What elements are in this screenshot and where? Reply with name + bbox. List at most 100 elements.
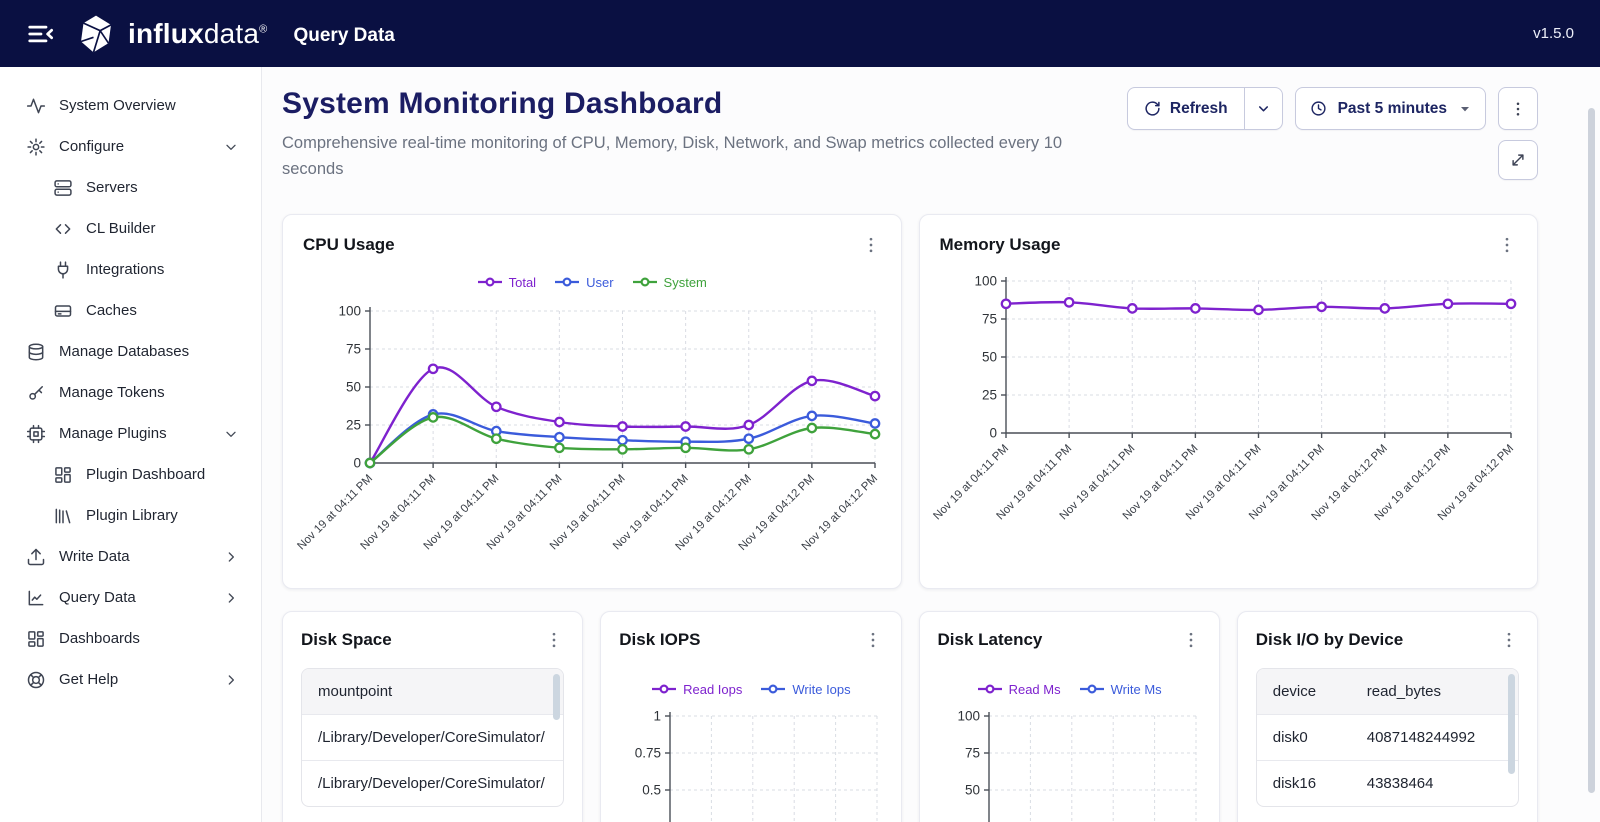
svg-text:25: 25 (982, 388, 997, 403)
sidebar-item-label: Servers (86, 179, 138, 196)
refresh-options-button[interactable] (1243, 88, 1282, 129)
table-cell: disk16 (1256, 760, 1353, 807)
svg-text:0.5: 0.5 (643, 783, 662, 798)
table-scrollbar[interactable] (1508, 674, 1515, 775)
sidebar-collapse-icon[interactable] (26, 19, 56, 49)
kebab-icon (552, 632, 556, 648)
sidebar-item-label: Plugin Library (86, 507, 178, 524)
card-menu-button[interactable] (861, 235, 881, 255)
sidebar-item-integrations[interactable]: Integrations (0, 249, 261, 290)
legend-item-total[interactable]: Total (477, 275, 536, 290)
table-scrollbar[interactable] (553, 674, 561, 721)
table-row: disk0 4087148244992 (1256, 714, 1518, 761)
grid-icon (53, 465, 73, 485)
svg-text:0.75: 0.75 (635, 746, 661, 761)
brand: influxdata® (76, 14, 267, 54)
sidebar-item-label: Configure (59, 138, 125, 155)
svg-text:1: 1 (654, 709, 662, 724)
sidebar-item-caches[interactable]: Caches (0, 290, 261, 331)
refresh-button[interactable]: Refresh (1126, 87, 1283, 130)
main-content: System Monitoring Dashboard Comprehensiv… (262, 67, 1600, 822)
chart-legend: Read Ms Write Ms (977, 678, 1162, 700)
sidebar-item-label: Dashboards (59, 630, 140, 647)
sidebar-item-plugin-library[interactable]: Plugin Library (0, 495, 261, 536)
upload-icon (26, 547, 46, 567)
refresh-icon (1144, 100, 1161, 117)
kebab-icon (1516, 101, 1520, 116)
card-title: CPU Usage (303, 235, 395, 255)
legend-item-read-ms[interactable]: Read Ms (977, 682, 1061, 697)
card-menu-button[interactable] (1497, 235, 1517, 255)
disk-io-by-device-card: Disk I/O by Device device read_bytes disk0… (1236, 611, 1538, 822)
page-scrollbar[interactable] (1588, 108, 1595, 793)
card-menu-button[interactable] (863, 630, 883, 650)
sidebar-item-label: Manage Databases (59, 343, 190, 360)
table-cell: /Library/Developer/CoreSimulator/ (302, 714, 564, 761)
legend-item-write-iops[interactable]: Write Iops (760, 682, 851, 697)
influxdata-logo-icon (80, 15, 112, 53)
sidebar-item-servers[interactable]: Servers (0, 167, 261, 208)
cache-icon (53, 301, 73, 321)
page-menu-button[interactable] (1498, 87, 1538, 130)
chevron-right-icon (223, 672, 239, 688)
sidebar-item-plugin-dashboard[interactable]: Plugin Dashboard (0, 454, 261, 495)
chart-legend: Total User System (477, 271, 707, 293)
table-header: device (1256, 669, 1353, 715)
nav-page-title: Query Data (293, 24, 395, 46)
card-title: Disk Latency (937, 630, 1043, 650)
sidebar-item-query-data[interactable]: Query Data (0, 577, 261, 618)
card-title: Disk Space (301, 630, 392, 650)
sidebar-item-dashboards[interactable]: Dashboards (0, 618, 261, 659)
sidebar-item-manage-tokens[interactable]: Manage Tokens (0, 372, 261, 413)
table-cell: 43838464 (1352, 760, 1518, 807)
time-range-dropdown[interactable]: Past 5 minutes (1294, 87, 1486, 130)
table-header: mountpoint (302, 669, 564, 715)
activity-icon (26, 96, 46, 116)
svg-text:100: 100 (338, 304, 361, 319)
sidebar-item-label: Caches (86, 302, 137, 319)
disk_io-table: device read_bytes disk0 4087148244992 disk16… (1255, 668, 1519, 808)
sidebar-item-cl-builder[interactable]: CL Builder (0, 208, 261, 249)
sidebar-item-label: Manage Plugins (59, 425, 167, 442)
sidebar-item-manage-plugins[interactable]: Manage Plugins (0, 413, 261, 454)
svg-text:0: 0 (353, 456, 361, 471)
table-cell: disk0 (1256, 714, 1353, 761)
sidebar-item-configure[interactable]: Configure (0, 126, 261, 167)
legend-item-read-iops[interactable]: Read Iops (651, 682, 742, 697)
table-header: read_bytes (1352, 669, 1518, 715)
code-icon (53, 219, 73, 239)
legend-item-user[interactable]: User (554, 275, 614, 290)
page-title: System Monitoring Dashboard (282, 87, 723, 120)
gear-icon (26, 137, 46, 157)
sidebar-item-system-overview[interactable]: System Overview (0, 85, 261, 126)
top-navbar: influxdata® Query Data v1.5.0 (0, 0, 1600, 67)
expand-fullscreen-button[interactable] (1498, 140, 1538, 180)
card-title: Memory Usage (939, 235, 1061, 255)
table-cell: /Library/Developer/CoreSimulator/ (302, 760, 564, 807)
card-menu-button[interactable] (1499, 630, 1519, 650)
sidebar-item-write-data[interactable]: Write Data (0, 536, 261, 577)
caret-down-icon (1459, 103, 1471, 115)
card-menu-button[interactable] (1181, 630, 1201, 650)
svg-text:0: 0 (990, 426, 998, 441)
legend-item-system[interactable]: System (632, 275, 707, 290)
kebab-icon (1189, 632, 1193, 648)
sidebar-item-label: Write Data (59, 548, 130, 565)
svg-text:75: 75 (346, 342, 361, 357)
sidebar-item-get-help[interactable]: Get Help (0, 659, 261, 700)
sidebar-item-label: Manage Tokens (59, 384, 165, 401)
svg-text:25: 25 (965, 820, 980, 822)
legend-item-write-ms[interactable]: Write Ms (1079, 682, 1162, 697)
disk_space-table: mountpoint/Library/Developer/CoreSimulat… (301, 668, 565, 808)
refresh-label: Refresh (1169, 99, 1228, 117)
disk-iops-chart[interactable]: 00.250.50.751 (618, 708, 883, 822)
library-icon (53, 506, 73, 526)
svg-text:0.25: 0.25 (635, 820, 661, 822)
svg-text:75: 75 (965, 746, 980, 761)
sidebar-item-manage-databases[interactable]: Manage Databases (0, 331, 261, 372)
card-menu-button[interactable] (544, 630, 564, 650)
